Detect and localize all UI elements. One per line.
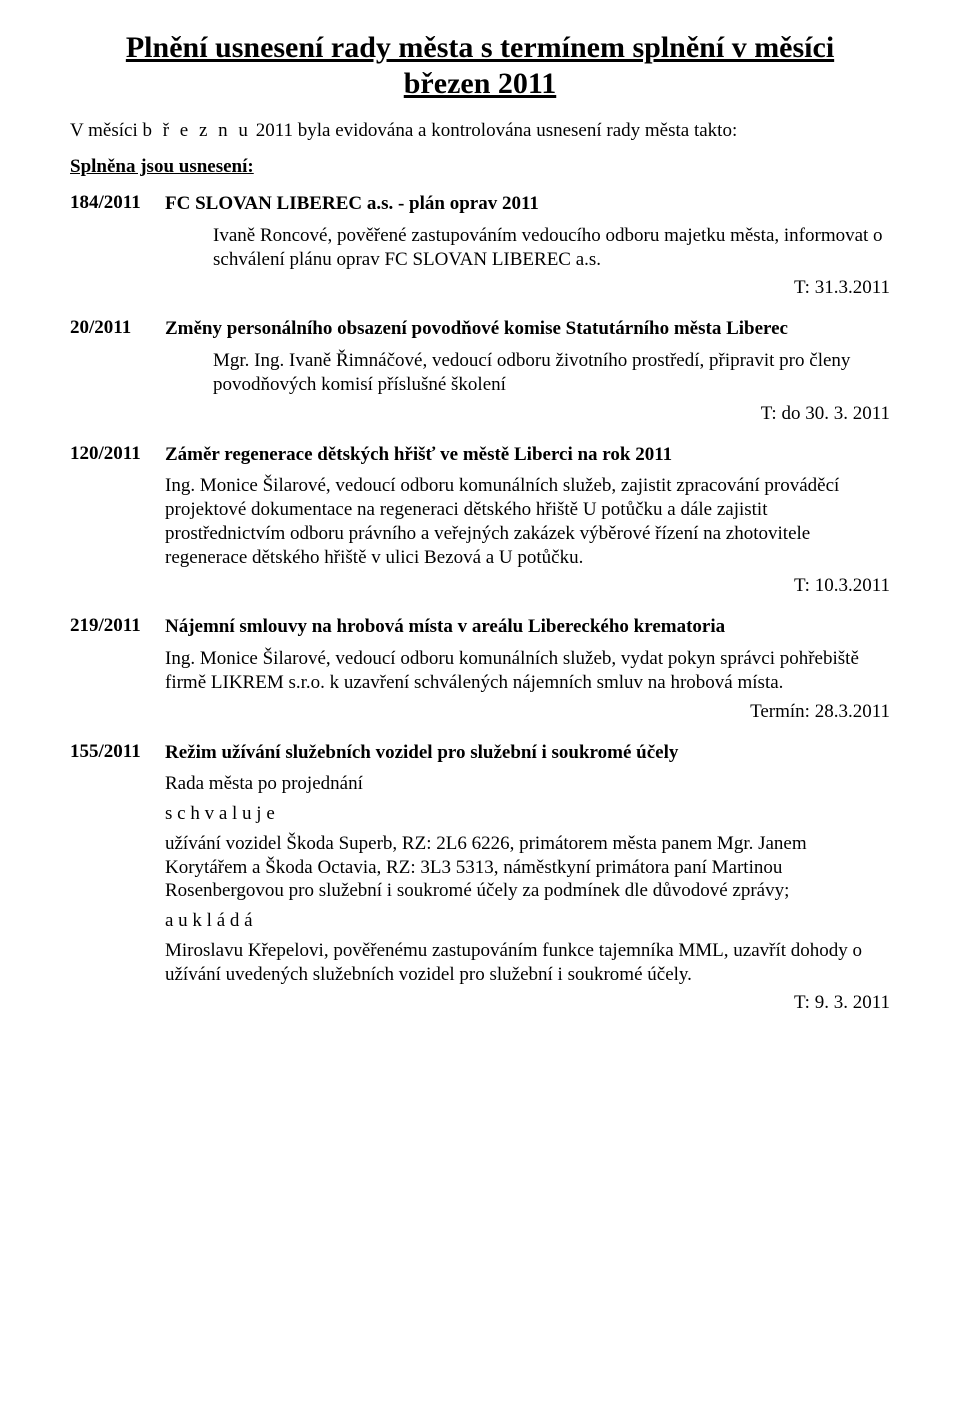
resolution-deadline: T: 9. 3. 2011 xyxy=(165,992,890,1014)
resolution-text: Mgr. Ing. Ivaně Řimnáčové, vedoucí odbor… xyxy=(213,349,890,397)
resolution-text: Ing. Monice Šilarové, vedoucí odboru kom… xyxy=(165,647,890,695)
resolution-deadline: T: 31.3.2011 xyxy=(165,277,890,299)
subhead: Splněna jsou usnesení: xyxy=(70,156,890,178)
resolution-title: Nájemní smlouvy na hrobová místa v areál… xyxy=(165,615,890,639)
resolution-line: užívání vozidel Škoda Superb, RZ: 2L6 62… xyxy=(165,832,890,903)
resolution-number: 155/2011 xyxy=(70,741,165,1019)
resolution-item: 184/2011 FC SLOVAN LIBEREC a.s. - plán o… xyxy=(70,192,890,303)
resolution-number: 120/2011 xyxy=(70,443,165,602)
resolution-body: Nájemní smlouvy na hrobová místa v areál… xyxy=(165,615,890,726)
resolution-body: Režim užívání služebních vozidel pro slu… xyxy=(165,741,890,1019)
resolution-body: Záměr regenerace dětských hřišť ve městě… xyxy=(165,443,890,602)
resolution-item: 20/2011 Změny personálního obsazení povo… xyxy=(70,317,890,428)
resolution-title: Režim užívání služebních vozidel pro slu… xyxy=(165,741,890,765)
resolution-item: 155/2011 Režim užívání služebních vozide… xyxy=(70,741,890,1019)
resolution-item: 219/2011 Nájemní smlouvy na hrobová míst… xyxy=(70,615,890,726)
resolution-title: Záměr regenerace dětských hřišť ve městě… xyxy=(165,443,890,467)
resolution-line: a u k l á d á xyxy=(165,909,890,933)
resolution-number: 20/2011 xyxy=(70,317,165,428)
resolution-line: Rada města po projednání xyxy=(165,772,890,796)
resolution-body: FC SLOVAN LIBEREC a.s. - plán oprav 2011… xyxy=(165,192,890,303)
resolution-text: Ivaně Roncové, pověřené zastupováním ved… xyxy=(213,224,890,272)
resolution-text: Ing. Monice Šilarové, vedoucí odboru kom… xyxy=(165,474,890,569)
resolution-deadline: Termín: 28.3.2011 xyxy=(165,701,890,723)
resolution-line: Miroslavu Křepelovi, pověřenému zastupov… xyxy=(165,939,890,987)
title-line1: Plnění usnesení rady města s termínem sp… xyxy=(126,31,834,64)
resolution-number: 184/2011 xyxy=(70,192,165,303)
intro-suffix: 2011 byla evidována a kontrolována usnes… xyxy=(251,120,737,141)
title-line2: březen 2011 xyxy=(404,67,556,100)
resolution-number: 219/2011 xyxy=(70,615,165,726)
resolution-title: FC SLOVAN LIBEREC a.s. - plán oprav 2011 xyxy=(165,192,890,216)
intro-month: b ř e z n u xyxy=(142,120,250,141)
page: Plnění usnesení rady města s termínem sp… xyxy=(0,0,960,1058)
resolution-deadline: T: do 30. 3. 2011 xyxy=(165,403,890,425)
resolution-title: Změny personálního obsazení povodňové ko… xyxy=(165,317,890,341)
resolution-deadline: T: 10.3.2011 xyxy=(165,575,890,597)
resolution-item: 120/2011 Záměr regenerace dětských hřišť… xyxy=(70,443,890,602)
page-title: Plnění usnesení rady města s termínem sp… xyxy=(70,30,890,102)
intro-prefix: V měsíci xyxy=(70,120,142,141)
resolution-line: s c h v a l u j e xyxy=(165,802,890,826)
intro-line: V měsíci b ř e z n u 2011 byla evidována… xyxy=(70,120,890,142)
resolution-body: Změny personálního obsazení povodňové ko… xyxy=(165,317,890,428)
